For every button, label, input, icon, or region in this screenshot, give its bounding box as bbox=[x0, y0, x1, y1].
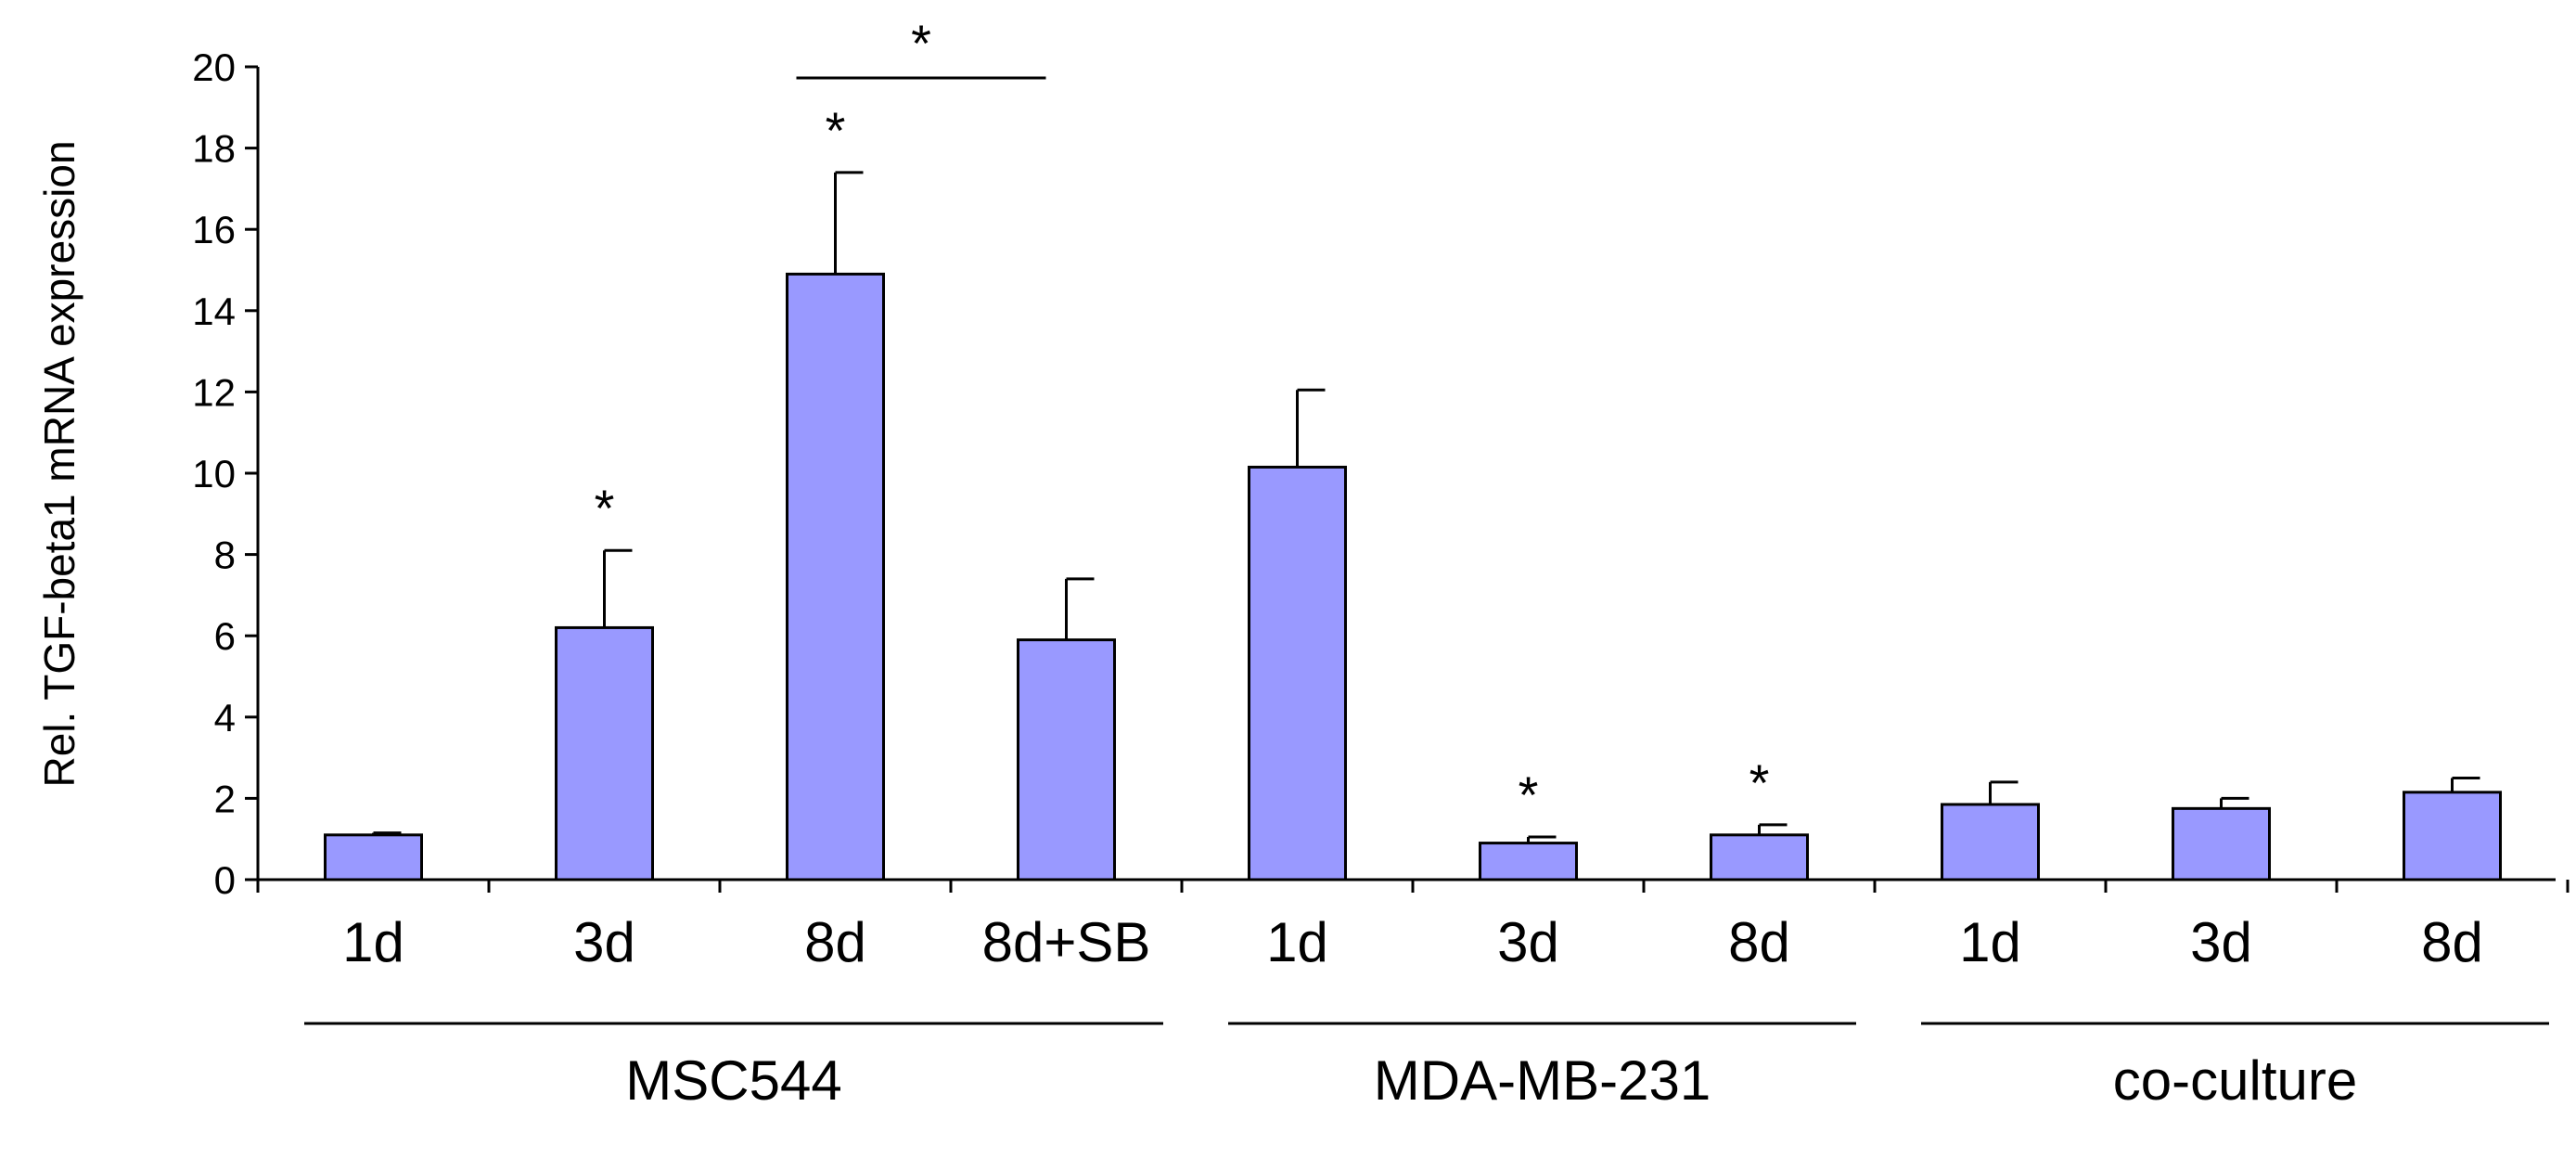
significance-star: * bbox=[911, 14, 931, 72]
y-tick-label: 14 bbox=[192, 290, 236, 333]
bars bbox=[324, 272, 2502, 881]
significance-star: * bbox=[1749, 753, 1770, 812]
bar bbox=[786, 272, 885, 881]
y-tick-label: 20 bbox=[192, 45, 236, 89]
y-axis-label: Rel. TGF-beta1 mRNA expression bbox=[35, 140, 83, 787]
y-tick-label: 18 bbox=[192, 127, 236, 171]
bar bbox=[1479, 842, 1578, 881]
y-tick-label: 4 bbox=[214, 696, 236, 740]
x-tick-label: 8d bbox=[1728, 911, 1790, 973]
y-tick-label: 10 bbox=[192, 452, 236, 495]
bar bbox=[1017, 638, 1116, 881]
bar bbox=[555, 625, 654, 881]
group-label: MDA-MB-231 bbox=[1374, 1049, 1711, 1112]
x-tick-label: 3d bbox=[573, 911, 635, 973]
bar bbox=[1248, 465, 1347, 881]
bar bbox=[1941, 803, 2040, 881]
bar bbox=[2172, 806, 2271, 881]
x-tick-label: 1d bbox=[1959, 911, 2021, 973]
y-tick-label: 2 bbox=[214, 777, 236, 820]
bar bbox=[1710, 833, 1809, 881]
x-tick-label: 8d bbox=[804, 911, 866, 973]
error-bars bbox=[372, 171, 2480, 843]
bar bbox=[324, 833, 423, 881]
x-tick-label: 8d bbox=[2421, 911, 2483, 973]
y-tick-label: 16 bbox=[192, 208, 236, 251]
x-tick-label: 1d bbox=[1266, 911, 1328, 973]
significance-markers: * * * * * bbox=[595, 14, 1770, 824]
significance-star: * bbox=[826, 101, 846, 160]
group-label: MSC544 bbox=[625, 1049, 841, 1112]
y-tick-label: 12 bbox=[192, 370, 236, 414]
significance-star: * bbox=[595, 479, 615, 537]
labels: 0 2 4 6 8 10 12 14 16 18 20 1d 3d 8d 8d+SB 1d 3d 8d 1d 3d 8d… bbox=[192, 45, 2549, 1112]
x-tick-label: 1d bbox=[342, 911, 404, 973]
bar bbox=[2403, 791, 2502, 881]
significance-star: * bbox=[1519, 766, 1539, 824]
group-label: co-culture bbox=[2113, 1049, 2357, 1112]
y-tick-label: 8 bbox=[214, 534, 236, 577]
x-tick-label: 3d bbox=[1497, 911, 1559, 973]
y-tick-label: 6 bbox=[214, 614, 236, 658]
x-tick-label: 8d+SB bbox=[982, 911, 1151, 973]
y-tick-label: 0 bbox=[214, 858, 236, 902]
x-tick-label: 3d bbox=[2190, 911, 2252, 973]
